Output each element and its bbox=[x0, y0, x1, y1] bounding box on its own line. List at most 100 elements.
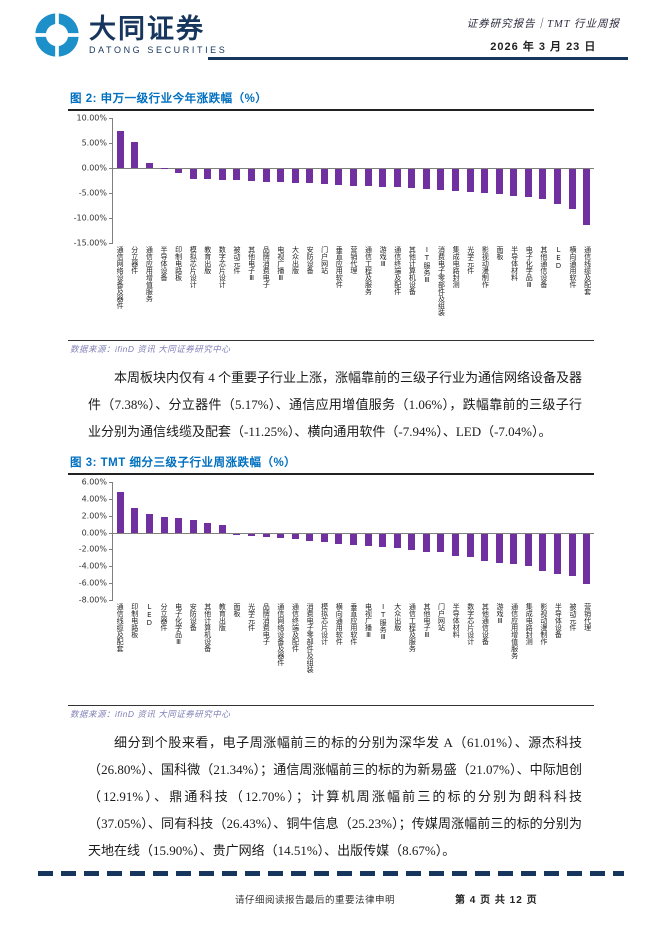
bar bbox=[116, 131, 124, 168]
datong-securities-logo-icon bbox=[34, 12, 80, 58]
x-axis-label: LED bbox=[554, 246, 563, 270]
brand-name-cn: 大同证券 bbox=[89, 13, 205, 44]
bar bbox=[364, 169, 372, 186]
x-axis-label: 其他通信设备 bbox=[481, 603, 490, 645]
bar bbox=[408, 533, 416, 550]
bar bbox=[379, 169, 387, 187]
bar bbox=[306, 533, 314, 541]
bar bbox=[539, 533, 547, 572]
bar bbox=[422, 533, 430, 552]
y-axis-tick-label: 0.00% bbox=[81, 163, 107, 173]
x-axis-label: 教育出版 bbox=[203, 246, 212, 274]
x-axis-label: 营销代理 bbox=[349, 246, 358, 274]
figure2-y-axis: 10.00% 5.00% 0.00% -5.00% -10.00% -15.00% bbox=[68, 114, 112, 248]
bar bbox=[583, 533, 591, 585]
bar bbox=[233, 169, 241, 180]
bar bbox=[452, 169, 460, 191]
bar bbox=[495, 533, 503, 564]
x-axis-label: 其他电子Ⅲ bbox=[422, 603, 431, 639]
bar bbox=[189, 169, 197, 179]
bar bbox=[218, 169, 226, 180]
bar bbox=[262, 169, 270, 182]
y-axis-tick-label: -8.00% bbox=[78, 595, 107, 605]
x-axis-label: 垂直应用软件 bbox=[335, 246, 344, 288]
paragraph-stock-summary: 细分到个股来看，电子周涨幅前三的标的分别为深华发 A（61.01%）、源杰科技（… bbox=[88, 735, 582, 858]
bar bbox=[350, 533, 357, 546]
x-axis-label: 安防设备 bbox=[306, 246, 315, 274]
y-axis-tick-label: -2.00% bbox=[78, 544, 107, 554]
bar bbox=[247, 169, 255, 181]
bar bbox=[495, 169, 503, 194]
bar bbox=[218, 524, 226, 533]
x-axis-label: 半导体材料 bbox=[452, 603, 461, 638]
brand: 大同证券 DATONG SECURITIES bbox=[34, 12, 227, 58]
x-axis-label: 其他计算机设备 bbox=[203, 603, 212, 652]
bar bbox=[510, 169, 518, 196]
bar bbox=[466, 169, 474, 192]
x-axis-label: 模拟芯片设计 bbox=[320, 603, 329, 645]
y-axis-tick-label: -6.00% bbox=[78, 578, 107, 588]
x-axis-label: 半导体设备 bbox=[159, 246, 168, 281]
zero-baseline bbox=[113, 532, 594, 534]
footer-disclaimer: 请仔细阅读报告最后的重要法律申明 bbox=[235, 895, 396, 906]
x-axis-label: 通信应用增值服务 bbox=[510, 603, 519, 659]
bar bbox=[247, 533, 255, 536]
figure2-x-axis-labels: 通信网络设备及器件 分立器件 通信应用增值服务 半导体设备 印制电路板 模拟芯片设计 教育出… bbox=[112, 243, 594, 338]
bar bbox=[306, 169, 314, 184]
figure3-x-axis-labels: 通信线缆及配套 印制电路板 LED 分立器件 电子化学品Ⅲ 安防设备 其他计算机设备 教育出版… bbox=[112, 600, 594, 703]
brand-name-en: DATONG SECURITIES bbox=[89, 44, 228, 55]
bar bbox=[568, 169, 576, 209]
bar bbox=[437, 169, 445, 190]
bar bbox=[189, 519, 197, 533]
x-axis-label: 其他通信设备 bbox=[539, 246, 548, 288]
figure3-y-axis: 6.00% 4.00% 2.00% 0.00% -2.00% -4.00% -6.00% -8… bbox=[68, 478, 112, 605]
bar bbox=[350, 169, 357, 186]
x-axis-label: 集成电路封测 bbox=[452, 246, 461, 288]
bar bbox=[481, 169, 489, 193]
y-axis-tick-mark bbox=[109, 498, 113, 500]
x-axis-label: 横向通用软件 bbox=[569, 246, 578, 288]
y-axis-tick-mark bbox=[109, 583, 113, 585]
y-axis-tick-label: -15.00% bbox=[73, 238, 107, 248]
x-axis-label: 电子化学品Ⅲ bbox=[525, 246, 534, 289]
bar bbox=[568, 533, 576, 577]
bar bbox=[277, 533, 285, 538]
y-axis-tick-mark bbox=[109, 168, 113, 169]
x-axis-label: 分立器件 bbox=[159, 603, 168, 631]
x-axis-label: 数字芯片设计 bbox=[466, 603, 475, 645]
x-axis-label: 营销代理 bbox=[583, 603, 592, 631]
figure2-title: 图 2: 申万一级行业今年涨跌幅（%） bbox=[68, 88, 594, 111]
x-axis-label: 消费电子零部件及组装 bbox=[306, 603, 315, 673]
x-axis-label: 电子化学品Ⅲ bbox=[174, 603, 183, 646]
x-axis-label: 数字芯片设计 bbox=[218, 246, 227, 288]
x-axis-label: 通信线缆及配套 bbox=[583, 246, 592, 295]
x-axis-label: 电视广播Ⅲ bbox=[364, 603, 373, 639]
x-axis-label: 通信网络设备及器件 bbox=[276, 603, 285, 666]
y-axis-tick-label: 0.00% bbox=[81, 528, 107, 538]
bar bbox=[233, 533, 241, 535]
header: 大同证券 DATONG SECURITIES 证券研究报告｜TMT 行业周报 2… bbox=[0, 0, 662, 84]
x-axis-label: LED bbox=[145, 603, 154, 627]
bar bbox=[554, 169, 562, 205]
x-axis-label: 通信工程及服务 bbox=[364, 246, 373, 295]
bar bbox=[393, 169, 401, 188]
bar bbox=[262, 533, 270, 537]
bar bbox=[524, 169, 532, 197]
x-axis-label: 门户网站 bbox=[320, 246, 329, 274]
y-axis-tick-mark bbox=[109, 218, 113, 219]
bar bbox=[277, 169, 285, 182]
x-axis-label: 通信线缆及配套 bbox=[116, 603, 125, 652]
figure3-bar-chart: 6.00% 4.00% 2.00% 0.00% -2.00% -4.00% -6.00% -8… bbox=[68, 475, 594, 703]
y-axis-tick-label: 10.00% bbox=[76, 113, 107, 123]
x-axis-label: 印制电路板 bbox=[174, 246, 183, 281]
bar bbox=[335, 169, 343, 185]
bar bbox=[160, 516, 168, 533]
x-axis-label: 通信网络设备及器件 bbox=[116, 246, 125, 309]
bar bbox=[145, 162, 153, 168]
y-axis-tick-label: 4.00% bbox=[81, 494, 107, 504]
bar bbox=[175, 518, 183, 533]
x-axis-label: 电视广播Ⅲ bbox=[276, 246, 285, 282]
bar bbox=[320, 533, 328, 542]
y-axis-tick-mark bbox=[109, 143, 113, 144]
x-axis-label: 集成电路封测 bbox=[525, 603, 534, 645]
